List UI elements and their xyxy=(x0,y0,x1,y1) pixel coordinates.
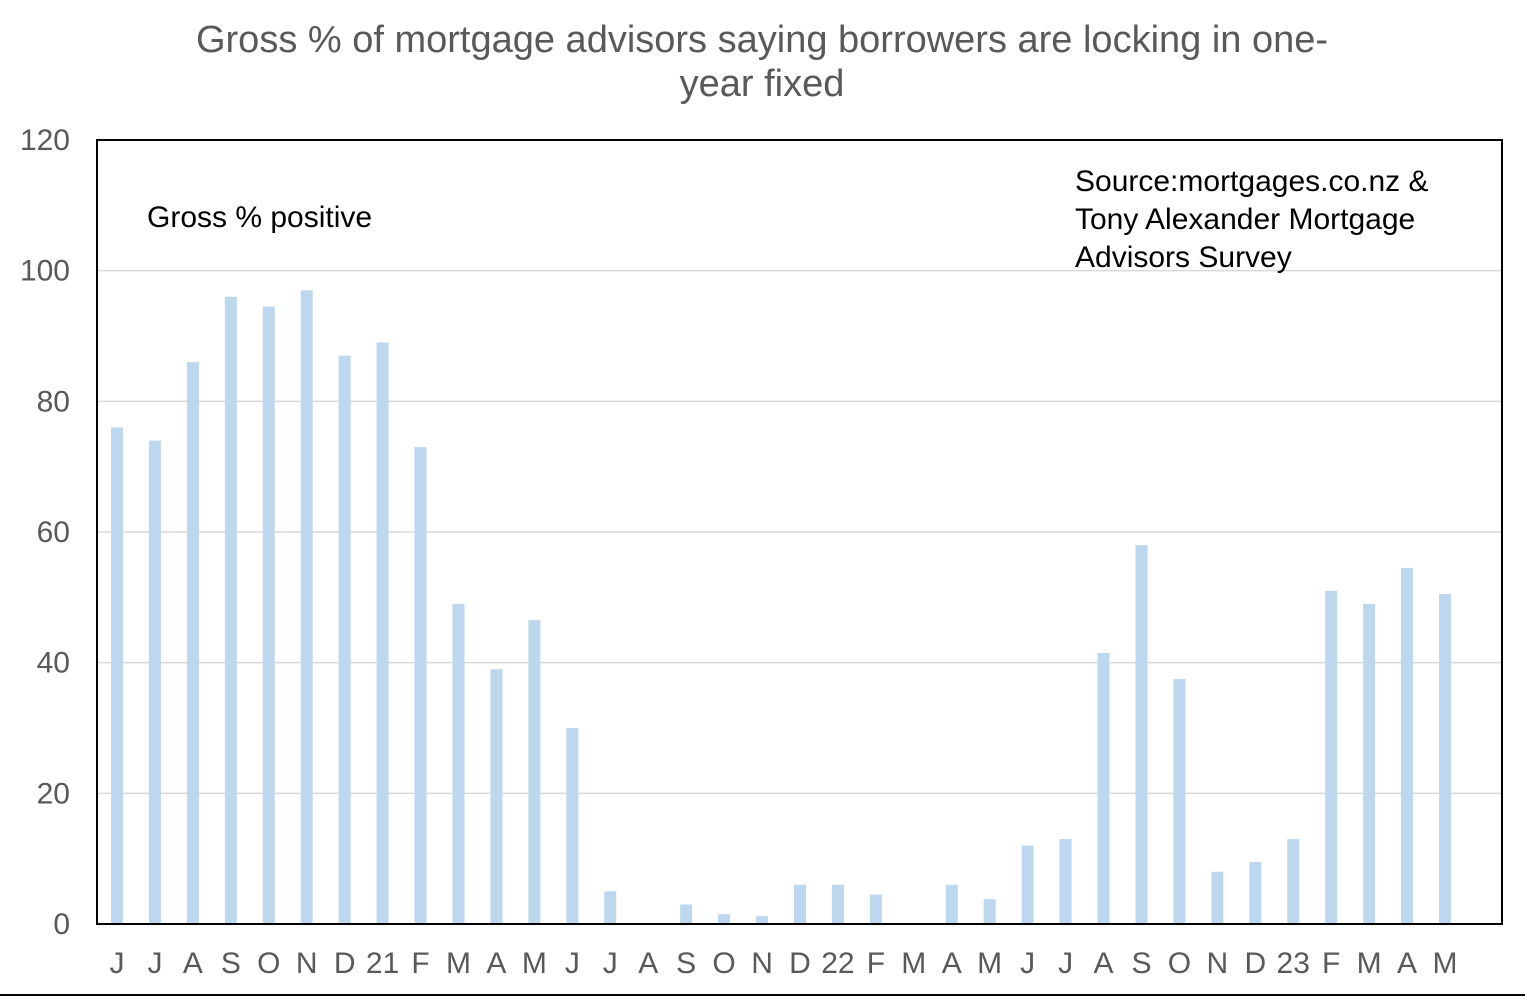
x-tick-label: A xyxy=(638,947,658,980)
bar xyxy=(111,427,123,924)
source-line-2: Tony Alexander Mortgage xyxy=(1075,203,1415,236)
bar xyxy=(566,728,579,924)
bar xyxy=(376,342,389,924)
x-tick-label: F xyxy=(867,947,885,980)
bar xyxy=(1287,839,1300,924)
x-tick-label: O xyxy=(1168,947,1191,980)
bar xyxy=(1173,679,1186,924)
x-tick-label: A xyxy=(1094,947,1114,980)
x-tick-label: M xyxy=(522,947,547,980)
x-tick-label: D xyxy=(789,947,811,980)
bar xyxy=(1401,567,1414,924)
bar xyxy=(604,891,617,924)
bar xyxy=(1439,594,1451,924)
y-axis-tick-labels: 0 20 40 60 80 100 120 xyxy=(20,124,70,941)
bar xyxy=(718,914,731,924)
x-tick-label: O xyxy=(712,947,735,980)
bar xyxy=(338,355,351,925)
x-tick-label: M xyxy=(977,947,1002,980)
x-tick-label: A xyxy=(183,947,203,980)
plot-frame xyxy=(96,139,1503,925)
bar xyxy=(186,362,199,925)
bar xyxy=(148,440,161,924)
bar xyxy=(756,916,769,924)
bar xyxy=(983,899,996,924)
x-tick-label: M xyxy=(1357,947,1382,980)
x-tick-label: J xyxy=(603,947,618,980)
bar xyxy=(1211,871,1224,924)
x-tick-label: A xyxy=(486,947,506,980)
y-tick-label: 100 xyxy=(20,255,70,288)
bar xyxy=(1059,839,1072,924)
bar xyxy=(414,447,427,924)
chart-title-line-2: year fixed xyxy=(680,63,845,105)
bar xyxy=(452,603,465,924)
y-tick-label: 40 xyxy=(37,647,70,680)
bar xyxy=(1135,545,1148,924)
x-tick-label: D xyxy=(1244,947,1266,980)
bar xyxy=(793,884,806,924)
chart-title-line-1: Gross % of mortgage advisors saying borr… xyxy=(196,19,1328,61)
bar xyxy=(1021,845,1034,924)
x-tick-label: N xyxy=(1207,947,1229,980)
y-tick-label: 80 xyxy=(37,385,70,418)
x-tick-label: J xyxy=(1058,947,1073,980)
source-line-1: Source:mortgages.co.nz & xyxy=(1075,165,1429,198)
bar xyxy=(262,306,275,925)
x-tick-label: J xyxy=(147,947,162,980)
y-tick-label: 120 xyxy=(20,124,70,157)
bar xyxy=(300,290,313,924)
x-tick-label: O xyxy=(257,947,280,980)
x-axis-tick-labels: J J A S O N D 21 F M A M J J A S O N D 22 F M A M J J A S O N D 23 F M A M xyxy=(110,947,1458,980)
x-tick-label: N xyxy=(296,947,318,980)
y-tick-label: 0 xyxy=(53,908,70,941)
x-tick-label: J xyxy=(110,947,125,980)
y-tick-label: 20 xyxy=(37,777,70,810)
x-tick-label: 22 xyxy=(821,947,854,980)
y-tick-label: 60 xyxy=(37,516,70,549)
gridlines xyxy=(97,269,1502,795)
x-tick-label: J xyxy=(1020,947,1035,980)
bar xyxy=(528,620,541,924)
bars xyxy=(111,290,1451,925)
x-tick-label: F xyxy=(411,947,429,980)
x-tick-label: S xyxy=(221,947,241,980)
source-line-3: Advisors Survey xyxy=(1075,241,1292,274)
bar xyxy=(1325,590,1338,924)
x-tick-label: 21 xyxy=(366,947,399,980)
series-annotation: Gross % positive xyxy=(147,201,372,234)
bar xyxy=(490,669,503,924)
x-tick-label: A xyxy=(942,947,962,980)
x-tick-label: A xyxy=(1397,947,1417,980)
x-tick-label: M xyxy=(1433,947,1458,980)
x-tick-label: F xyxy=(1322,947,1340,980)
x-tick-label: S xyxy=(1131,947,1151,980)
x-tick-label: 23 xyxy=(1277,947,1310,980)
x-tick-label: D xyxy=(334,947,356,980)
x-tick-label: M xyxy=(901,947,926,980)
bar xyxy=(1363,603,1376,924)
bar xyxy=(1249,861,1262,924)
bar xyxy=(680,904,693,924)
x-tick-label: M xyxy=(446,947,471,980)
x-tick-label: S xyxy=(676,947,696,980)
bar xyxy=(869,894,882,924)
bar xyxy=(224,296,237,924)
bar xyxy=(1097,652,1110,924)
x-tick-label: N xyxy=(751,947,773,980)
bar xyxy=(945,884,958,924)
x-tick-label: J xyxy=(565,947,580,980)
bar xyxy=(831,884,844,924)
